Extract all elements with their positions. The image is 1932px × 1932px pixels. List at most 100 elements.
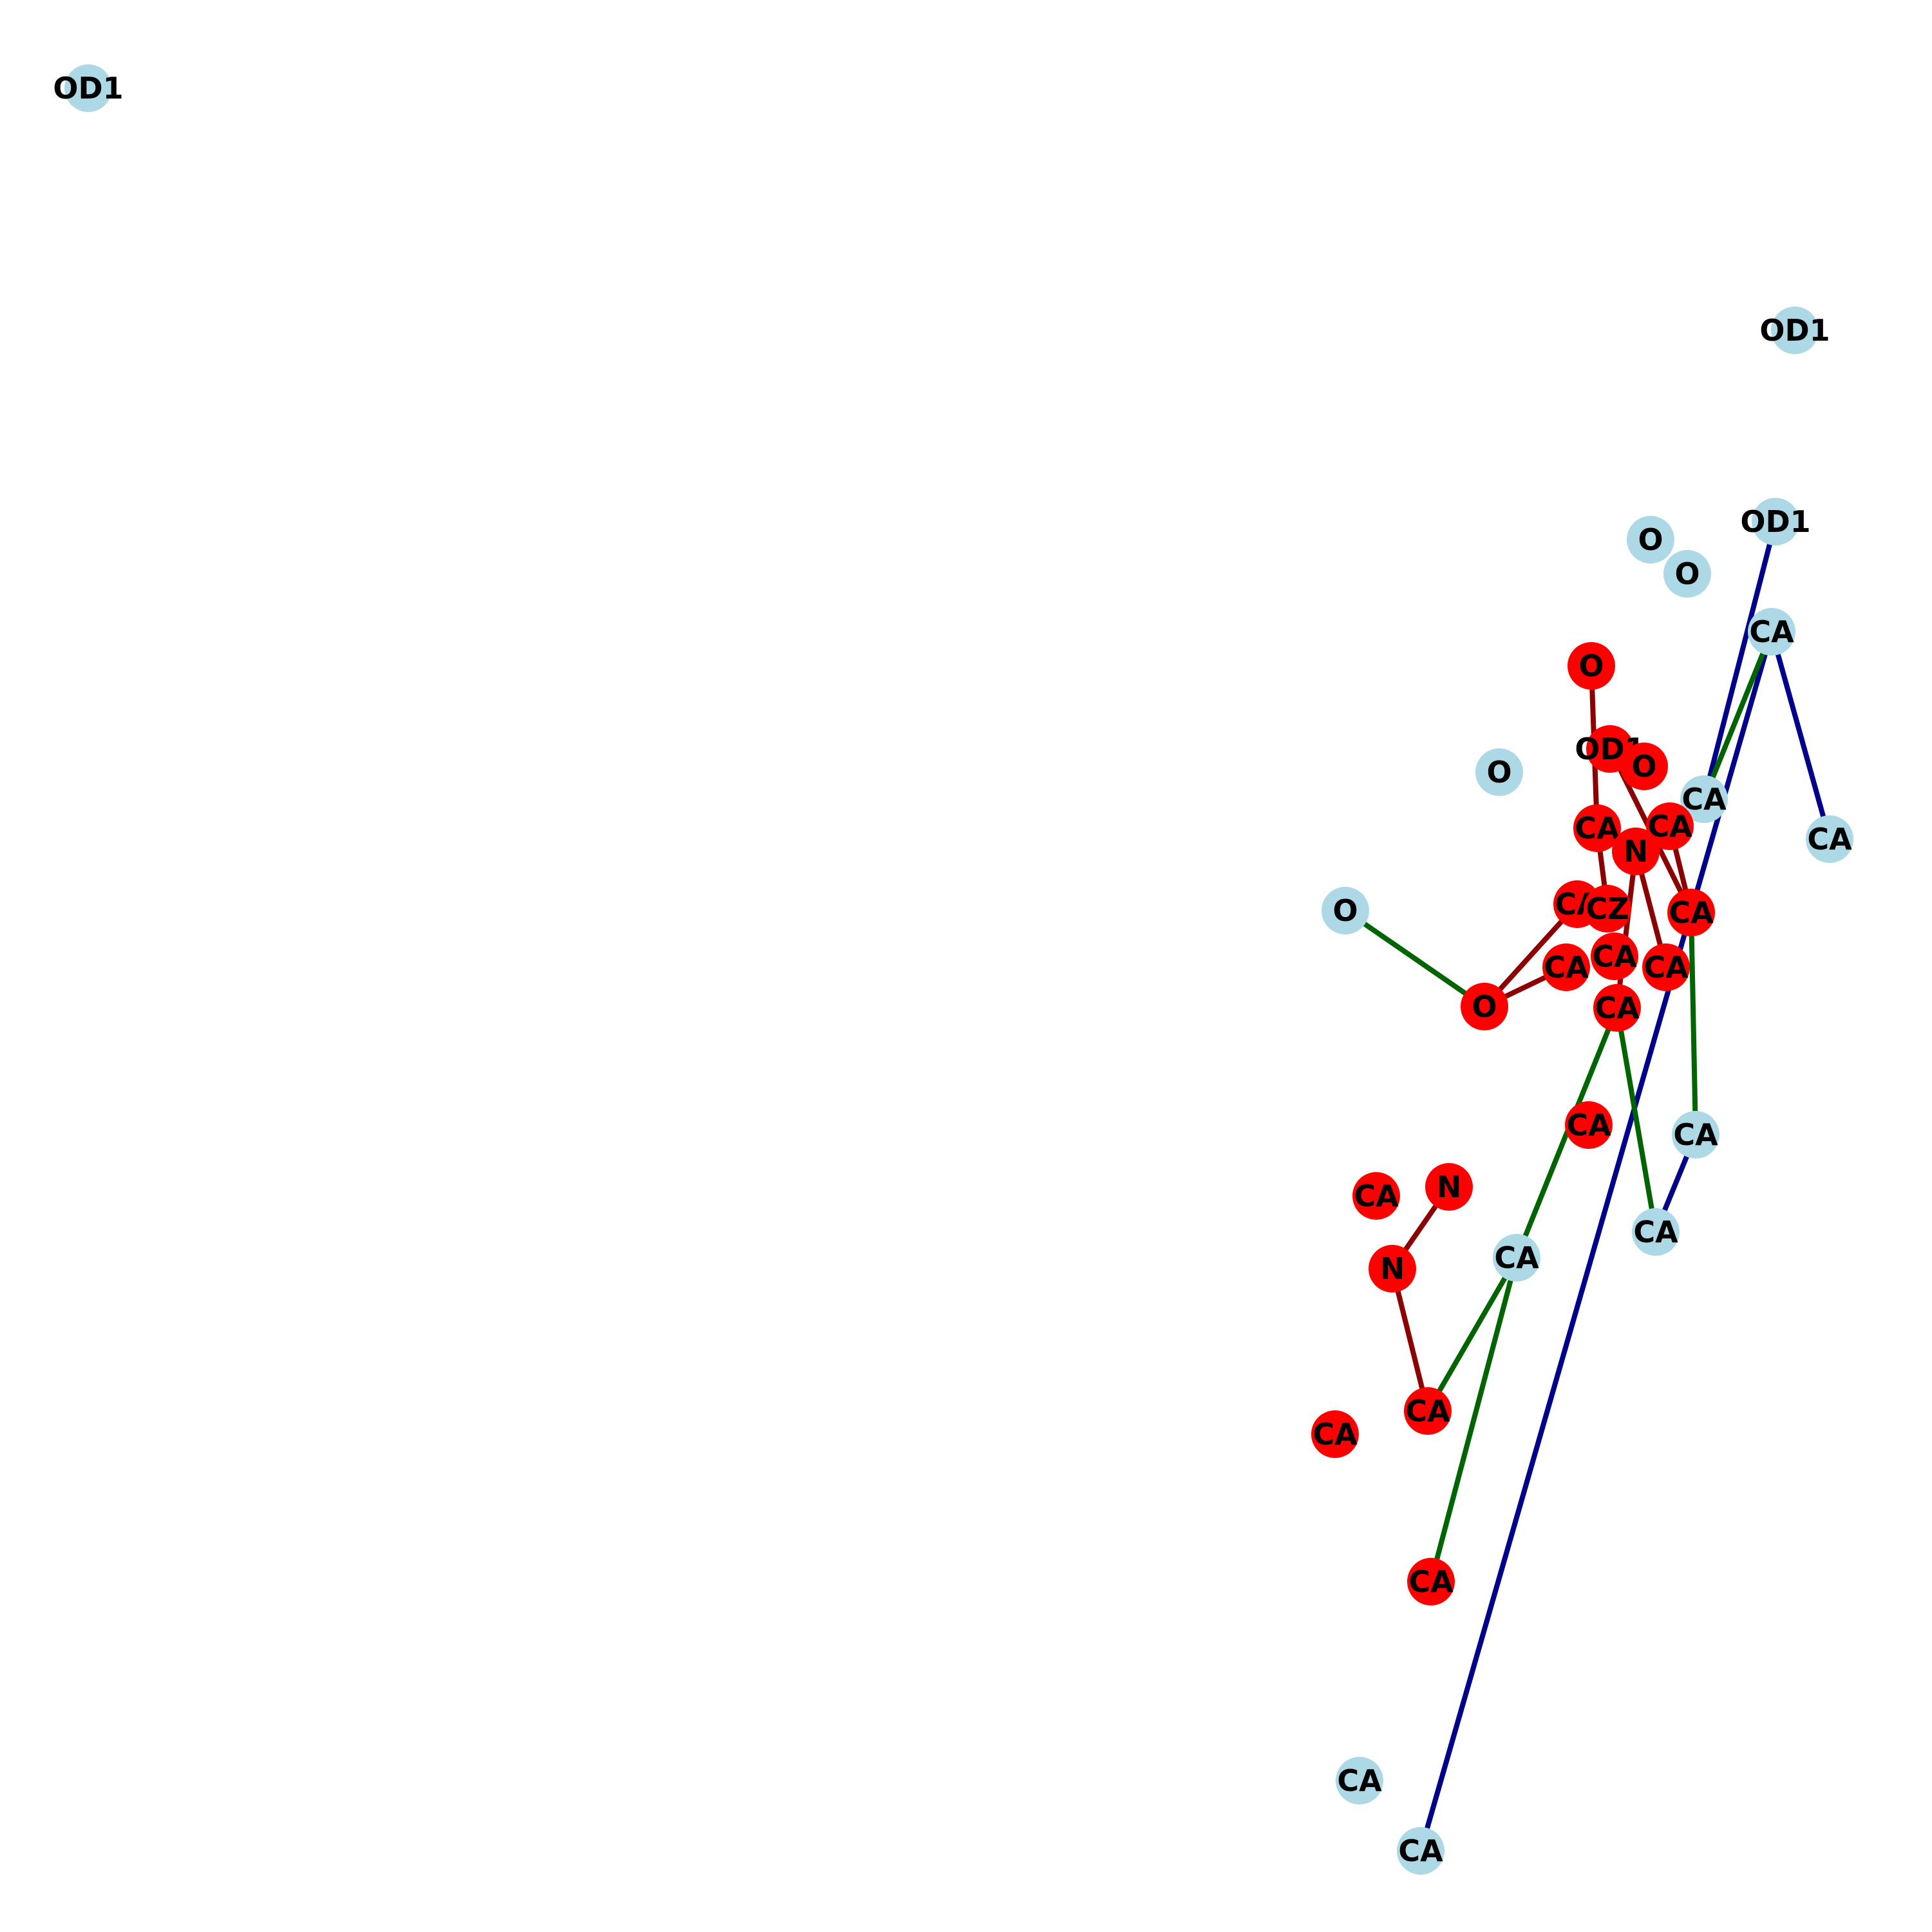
node-circle [1425,1163,1473,1211]
node-circle [1620,743,1668,790]
node-label: N [1380,1251,1405,1286]
node-label: O [1638,522,1663,557]
node-circle [1567,642,1615,690]
node-label: CA [1681,782,1727,817]
node-o-n27: O [1461,983,1508,1030]
node-circle [1573,804,1621,852]
node-circle [1593,984,1641,1032]
node-o-n17: O [1620,743,1668,790]
node-circle [1752,498,1799,545]
node-ca-n10: CA [1672,1111,1719,1159]
node-circle [1321,887,1369,934]
node-circle [1642,943,1690,991]
node-label: CA [1669,895,1714,930]
node-circle [1771,307,1819,354]
node-circle [1336,1757,1383,1804]
node-ca-n5: CA [1748,608,1795,656]
node-label: CA [1566,1108,1611,1142]
node-circle [1627,516,1674,564]
node-label: OD1 [1759,313,1830,348]
node-o-n6: O [1475,748,1523,796]
node-label: CA [1312,1417,1358,1452]
node-od1-n2: OD1 [1740,498,1811,545]
node-circle [1632,1208,1680,1256]
node-label: CA [1337,1763,1382,1798]
node-label: CA [1575,811,1620,846]
node-label: CA [1398,1833,1443,1868]
node-label: O [1631,749,1656,784]
node-label: O [1674,556,1700,591]
node-circle [1493,1234,1540,1282]
node-circle [1461,983,1508,1030]
node-o-n3: O [1627,516,1674,564]
node-label: OD1 [1740,504,1810,539]
node-ca-n11: CA [1632,1208,1680,1256]
node-label: CA [1807,822,1852,857]
edge-n32-n33 [1390,1268,1430,1412]
node-circle [1565,1101,1613,1149]
node-label: CA [1405,1394,1450,1428]
node-label: CA [1354,1179,1399,1213]
node-circle [1542,943,1590,991]
node-o-n15: O [1567,642,1615,690]
edge-n28-n11 [1615,1007,1658,1233]
node-label: CA [1592,939,1637,974]
node-ca-n25: CA [1591,933,1638,980]
node-label: CA [1633,1215,1678,1249]
node-circle [1667,889,1715,936]
node-label: O [1578,649,1604,683]
node-circle [64,64,112,112]
node-ca-n8: CA [1806,815,1853,863]
node-n-n30: N [1425,1163,1473,1211]
node-circle [1352,1172,1400,1220]
node-circle [1806,815,1853,863]
node-circle [1672,1111,1719,1159]
node-label: CZ [1586,891,1629,926]
node-label: CA [1494,1240,1539,1275]
edge-n12-n35 [1428,1256,1519,1583]
edge-n9-n27 [1343,908,1486,1009]
node-circle [1584,885,1631,933]
node-label: O [1472,989,1497,1024]
node-n-n32: N [1368,1245,1416,1293]
edges-layer [1343,521,1832,1852]
node-label: N [1437,1170,1462,1204]
node-ca-n7: CA [1680,775,1728,823]
node-circle [1680,775,1728,823]
node-label: CA [1408,1564,1454,1599]
node-circle [1663,550,1711,598]
node-ca-n33: CA [1404,1387,1452,1435]
node-circle [1475,748,1523,796]
node-circle [1748,608,1795,656]
node-cz-n23: CZ [1584,885,1631,933]
node-ca-n34: CA [1311,1410,1359,1458]
node-label: CA [1673,1117,1718,1152]
node-circle [1311,1410,1359,1458]
edge-n5-n8 [1769,630,1832,840]
node-label: CA [1643,950,1689,985]
node-ca-n29: CA [1565,1101,1613,1149]
node-circle [1407,1558,1455,1605]
node-label: O [1332,893,1358,928]
edge-n12-n33 [1425,1256,1519,1413]
edge-n20-n28 [1615,851,1638,1009]
node-od1-n16: OD1 [1575,725,1645,773]
node-n-n20: N [1612,828,1660,875]
node-o-n9: O [1321,887,1369,934]
node-ca-n18: CA [1573,804,1621,852]
node-circle [1404,1387,1452,1435]
node-ca-n14: CA [1397,1827,1444,1875]
node-circle [1646,802,1694,850]
node-circle [1397,1827,1444,1875]
node-ca-n31: CA [1352,1172,1400,1220]
node-circle [1612,828,1660,875]
node-label: CA [1749,614,1794,649]
node-ca-n13: CA [1336,1757,1383,1804]
node-circle [1368,1245,1416,1293]
edge-n5-n14 [1418,630,1774,1852]
node-label: N [1624,834,1649,869]
node-ca-n24: CA [1542,943,1590,991]
node-label: O [1486,755,1511,790]
